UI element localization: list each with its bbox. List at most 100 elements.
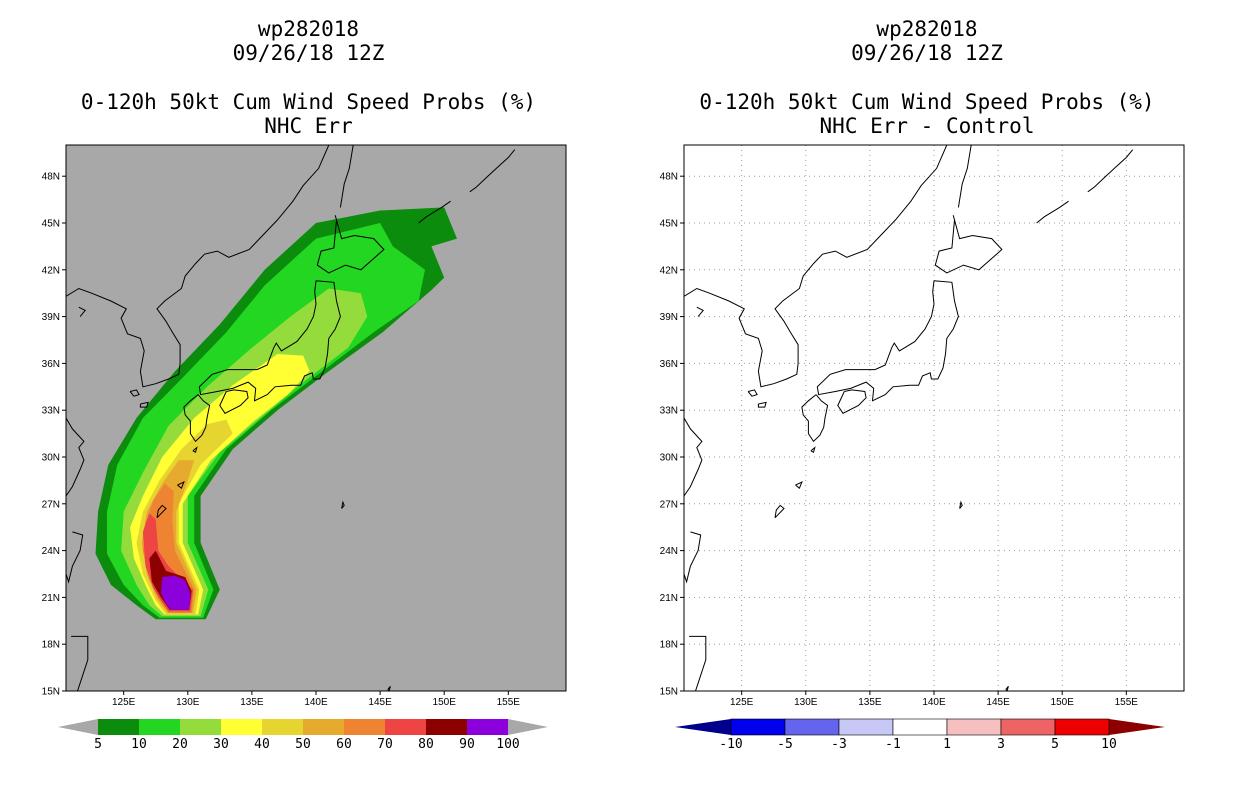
y-tick-label: 21N xyxy=(660,593,678,604)
right-date: 09/26/18 12Z xyxy=(851,41,1003,65)
x-tick-label: 125E xyxy=(730,697,754,708)
x-tick-label: 140E xyxy=(922,697,946,708)
x-tick-label: 140E xyxy=(304,697,328,708)
coastline-segment xyxy=(339,145,354,208)
coastline-segment xyxy=(747,389,758,397)
right-colorbar: -10 -5 -3 -1 1 3 5 10 xyxy=(675,718,1165,752)
y-tick-label: 18N xyxy=(660,640,678,651)
coastline-segment xyxy=(71,635,89,691)
colorbar-swatch xyxy=(426,719,467,735)
x-tick-label: 155E xyxy=(1115,697,1139,708)
colorbar-swatch xyxy=(98,719,139,735)
left-axis-ticks: 125E 130E 135E 140E 145E 150E 155E 15N 18N 21N 24N… xyxy=(42,172,521,708)
y-tick-label: 24N xyxy=(660,546,678,557)
right-coastline xyxy=(684,145,1134,691)
colorbar-label: -1 xyxy=(885,737,901,752)
right-title-block: wp282018 09/26/18 12Z xyxy=(618,17,1236,65)
right-product-title: 0-120h 50kt Cum Wind Speed Probs (%) xyxy=(699,90,1155,114)
y-tick-label: 33N xyxy=(42,406,60,417)
colorbar-label: 30 xyxy=(213,737,229,752)
left-scenario: NHC Err xyxy=(264,114,353,138)
coastline-segment xyxy=(816,280,959,402)
x-tick-label: 145E xyxy=(368,697,392,708)
right-plot-background xyxy=(684,145,1184,691)
y-tick-label: 30N xyxy=(660,453,678,464)
coastline-segment xyxy=(183,394,211,443)
coastline-segment xyxy=(418,200,451,224)
x-tick-label: 135E xyxy=(858,697,882,708)
y-tick-label: 15N xyxy=(42,687,60,698)
colorbar-swatch xyxy=(946,718,1002,736)
coastline-segment xyxy=(78,306,86,317)
colorbar-label: 80 xyxy=(418,737,434,752)
y-tick-label: 39N xyxy=(42,312,60,323)
colorbar-swatch xyxy=(730,718,786,736)
colorbar-swatch xyxy=(1054,718,1110,736)
coastline-segment xyxy=(219,389,249,414)
coastline-segment xyxy=(959,500,963,509)
x-tick-label: 150E xyxy=(1051,697,1075,708)
left-panel: 125E 130E 135E 140E 145E 150E 155E 15N 18N 21N 24N… xyxy=(42,144,567,718)
y-tick-label: 45N xyxy=(660,219,678,230)
y-tick-label: 15N xyxy=(660,687,678,698)
colorbar-swatch xyxy=(303,719,344,735)
colorbar-over-arrow xyxy=(508,719,548,735)
colorbar-swatch xyxy=(784,718,840,736)
coastline-segment xyxy=(1036,200,1069,224)
y-tick-label: 45N xyxy=(42,219,60,230)
coastline-segment xyxy=(198,280,341,402)
coastline-segment xyxy=(1087,149,1134,193)
right-gridlines xyxy=(684,145,1184,691)
y-tick-label: 39N xyxy=(660,312,678,323)
coastline-segment xyxy=(341,500,345,509)
right-storm-id: wp282018 xyxy=(876,17,978,41)
coastline-segment xyxy=(684,417,703,497)
coastline-segment xyxy=(177,480,185,490)
coastline-segment xyxy=(129,389,140,397)
colorbar-swatch xyxy=(221,719,262,735)
y-tick-label: 27N xyxy=(42,499,60,510)
left-coastline xyxy=(66,145,516,718)
colorbar-label: 10 xyxy=(1101,737,1117,752)
colorbar-swatch xyxy=(385,719,426,735)
coastline-segment xyxy=(376,713,379,718)
coastline-segment xyxy=(689,635,707,691)
colorbar-swatch xyxy=(180,719,221,735)
y-tick-label: 36N xyxy=(42,359,60,370)
y-tick-label: 24N xyxy=(42,546,60,557)
coastline-segment xyxy=(66,145,330,388)
coastline-segment xyxy=(387,685,391,691)
left-date: 09/26/18 12Z xyxy=(232,41,385,65)
colorbar-swatch xyxy=(838,718,894,736)
coastline-segment xyxy=(810,446,816,454)
y-tick-label: 21N xyxy=(42,593,60,604)
y-tick-label: 36N xyxy=(660,359,678,370)
coastline-segment xyxy=(469,149,516,193)
coastline-segment xyxy=(66,417,85,497)
coastline-segment xyxy=(774,504,785,519)
left-colorbar: 5 10 20 30 40 50 60 70 80 90 100 xyxy=(58,719,548,752)
colorbar-swatch xyxy=(344,719,385,735)
x-tick-label: 130E xyxy=(176,697,200,708)
colorbar-under-arrow xyxy=(675,719,731,735)
coastline-segment xyxy=(192,446,198,454)
colorbar-swatch xyxy=(1000,718,1056,736)
contour-level-90 xyxy=(160,575,191,610)
y-tick-label: 48N xyxy=(660,172,678,183)
x-tick-label: 145E xyxy=(986,697,1010,708)
colorbar-over-arrow xyxy=(1109,719,1165,735)
colorbar-label: 70 xyxy=(377,737,393,752)
coastline-segment xyxy=(934,215,1003,274)
coastline-segment xyxy=(139,401,149,408)
coastline-segment xyxy=(795,480,803,490)
colorbar-label: 60 xyxy=(336,737,352,752)
probability-contours xyxy=(95,207,457,620)
y-tick-label: 42N xyxy=(660,265,678,276)
coastline-segment xyxy=(684,531,702,584)
y-tick-label: 42N xyxy=(42,265,60,276)
coastline-segment xyxy=(837,389,867,414)
colorbar-label: 10 xyxy=(131,737,147,752)
coastline-segment xyxy=(66,531,84,584)
coastline-segment xyxy=(696,306,704,317)
right-scenario: NHC Err - Control xyxy=(819,114,1035,138)
